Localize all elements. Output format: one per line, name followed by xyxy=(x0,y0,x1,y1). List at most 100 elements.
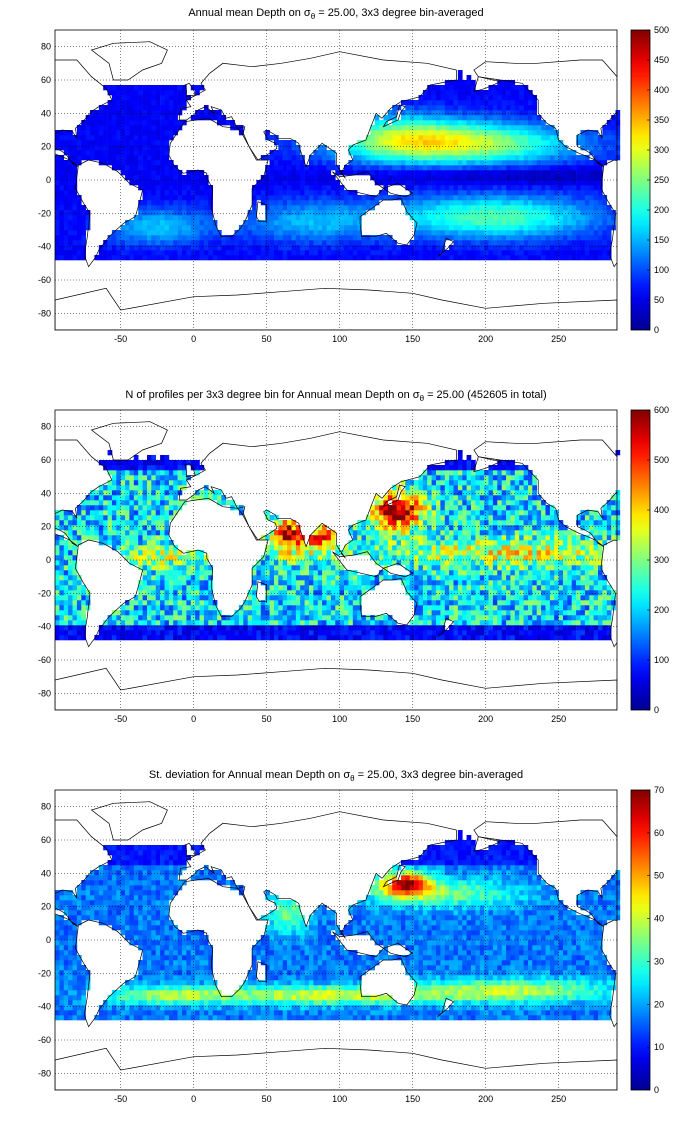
data-cell xyxy=(72,570,78,576)
data-cell xyxy=(414,185,419,191)
data-cell xyxy=(269,235,275,241)
data-cell xyxy=(147,100,152,106)
data-cell xyxy=(584,160,590,166)
data-cell xyxy=(300,250,305,256)
data-cell xyxy=(252,235,257,241)
data-cell xyxy=(160,220,165,226)
data-cell xyxy=(405,555,410,561)
data-cell xyxy=(541,230,546,236)
data-cell xyxy=(414,565,419,571)
data-cell xyxy=(576,170,581,176)
data-cell xyxy=(269,540,275,546)
data-cell xyxy=(182,250,187,256)
data-cell xyxy=(190,180,196,186)
data-cell xyxy=(598,225,603,231)
data-cell xyxy=(295,220,301,226)
data-cell xyxy=(545,160,551,166)
data-cell xyxy=(129,115,135,121)
data-cell xyxy=(142,620,148,626)
data-cell xyxy=(326,595,332,601)
data-cell xyxy=(55,230,60,236)
data-cell xyxy=(304,565,310,571)
data-cell xyxy=(265,235,270,241)
data-cell xyxy=(554,205,559,211)
data-cell xyxy=(602,235,608,241)
data-cell xyxy=(151,485,156,491)
y-tick-label: 0 xyxy=(46,175,51,185)
data-cell xyxy=(59,520,65,526)
data-cell xyxy=(278,635,283,641)
data-cell xyxy=(98,500,104,506)
data-cell xyxy=(409,555,415,561)
data-cell xyxy=(72,535,78,541)
data-cell xyxy=(457,130,463,136)
data-cell xyxy=(330,175,336,181)
data-cell xyxy=(444,115,450,121)
data-cell xyxy=(195,465,200,471)
data-cell xyxy=(361,210,367,216)
data-cell xyxy=(195,220,200,226)
data-cell xyxy=(190,200,196,206)
data-cell xyxy=(59,200,65,206)
data-cell xyxy=(103,155,108,161)
data-cell xyxy=(598,245,603,251)
data-cell xyxy=(593,165,599,171)
data-cell xyxy=(466,225,472,231)
data-cell xyxy=(164,500,170,506)
data-cell xyxy=(536,230,542,236)
data-cell xyxy=(523,160,529,166)
data-cell xyxy=(313,605,319,611)
data-cell xyxy=(177,570,183,576)
data-cell xyxy=(59,250,65,256)
data-cell xyxy=(151,510,156,516)
data-cell xyxy=(344,615,349,621)
data-cell xyxy=(125,115,130,121)
data-cell xyxy=(81,585,86,591)
data-cell xyxy=(81,635,86,641)
data-cell xyxy=(138,100,143,106)
data-cell xyxy=(396,540,402,546)
data-cell xyxy=(225,245,231,251)
data-cell xyxy=(155,595,161,601)
data-cell xyxy=(563,205,568,211)
data-cell xyxy=(278,535,283,541)
data-cell xyxy=(238,255,244,261)
data-cell xyxy=(138,170,143,176)
data-cell xyxy=(519,230,524,236)
data-cell xyxy=(287,555,292,561)
data-cell xyxy=(414,170,419,176)
data-cell xyxy=(182,620,187,626)
data-cell xyxy=(160,110,165,116)
data-cell xyxy=(606,215,612,221)
data-cell xyxy=(208,240,213,246)
data-cell xyxy=(370,125,375,131)
data-cell xyxy=(554,200,559,206)
data-cell xyxy=(576,160,581,166)
data-cell xyxy=(243,235,248,241)
data-cell xyxy=(379,235,384,241)
data-cell xyxy=(309,555,314,561)
data-cell xyxy=(151,120,156,126)
data-cell xyxy=(55,525,60,531)
data-cell xyxy=(274,175,279,181)
data-cell xyxy=(287,200,292,206)
data-cell xyxy=(405,180,410,186)
data-cell xyxy=(335,565,340,571)
data-cell xyxy=(287,535,292,541)
data-cell xyxy=(111,515,117,521)
data-cell xyxy=(85,595,91,601)
data-cell xyxy=(120,495,126,501)
data-cell xyxy=(164,510,170,516)
data-cell xyxy=(195,190,200,196)
data-cell xyxy=(396,520,402,526)
data-cell xyxy=(383,510,389,516)
data-cell xyxy=(589,150,594,156)
data-cell xyxy=(164,580,170,586)
data-cell xyxy=(147,570,152,576)
data-cell xyxy=(269,515,275,521)
data-cell xyxy=(182,240,187,246)
data-cell xyxy=(81,605,86,611)
data-cell xyxy=(252,230,257,236)
data-cell xyxy=(440,120,446,126)
data-cell xyxy=(606,210,612,216)
